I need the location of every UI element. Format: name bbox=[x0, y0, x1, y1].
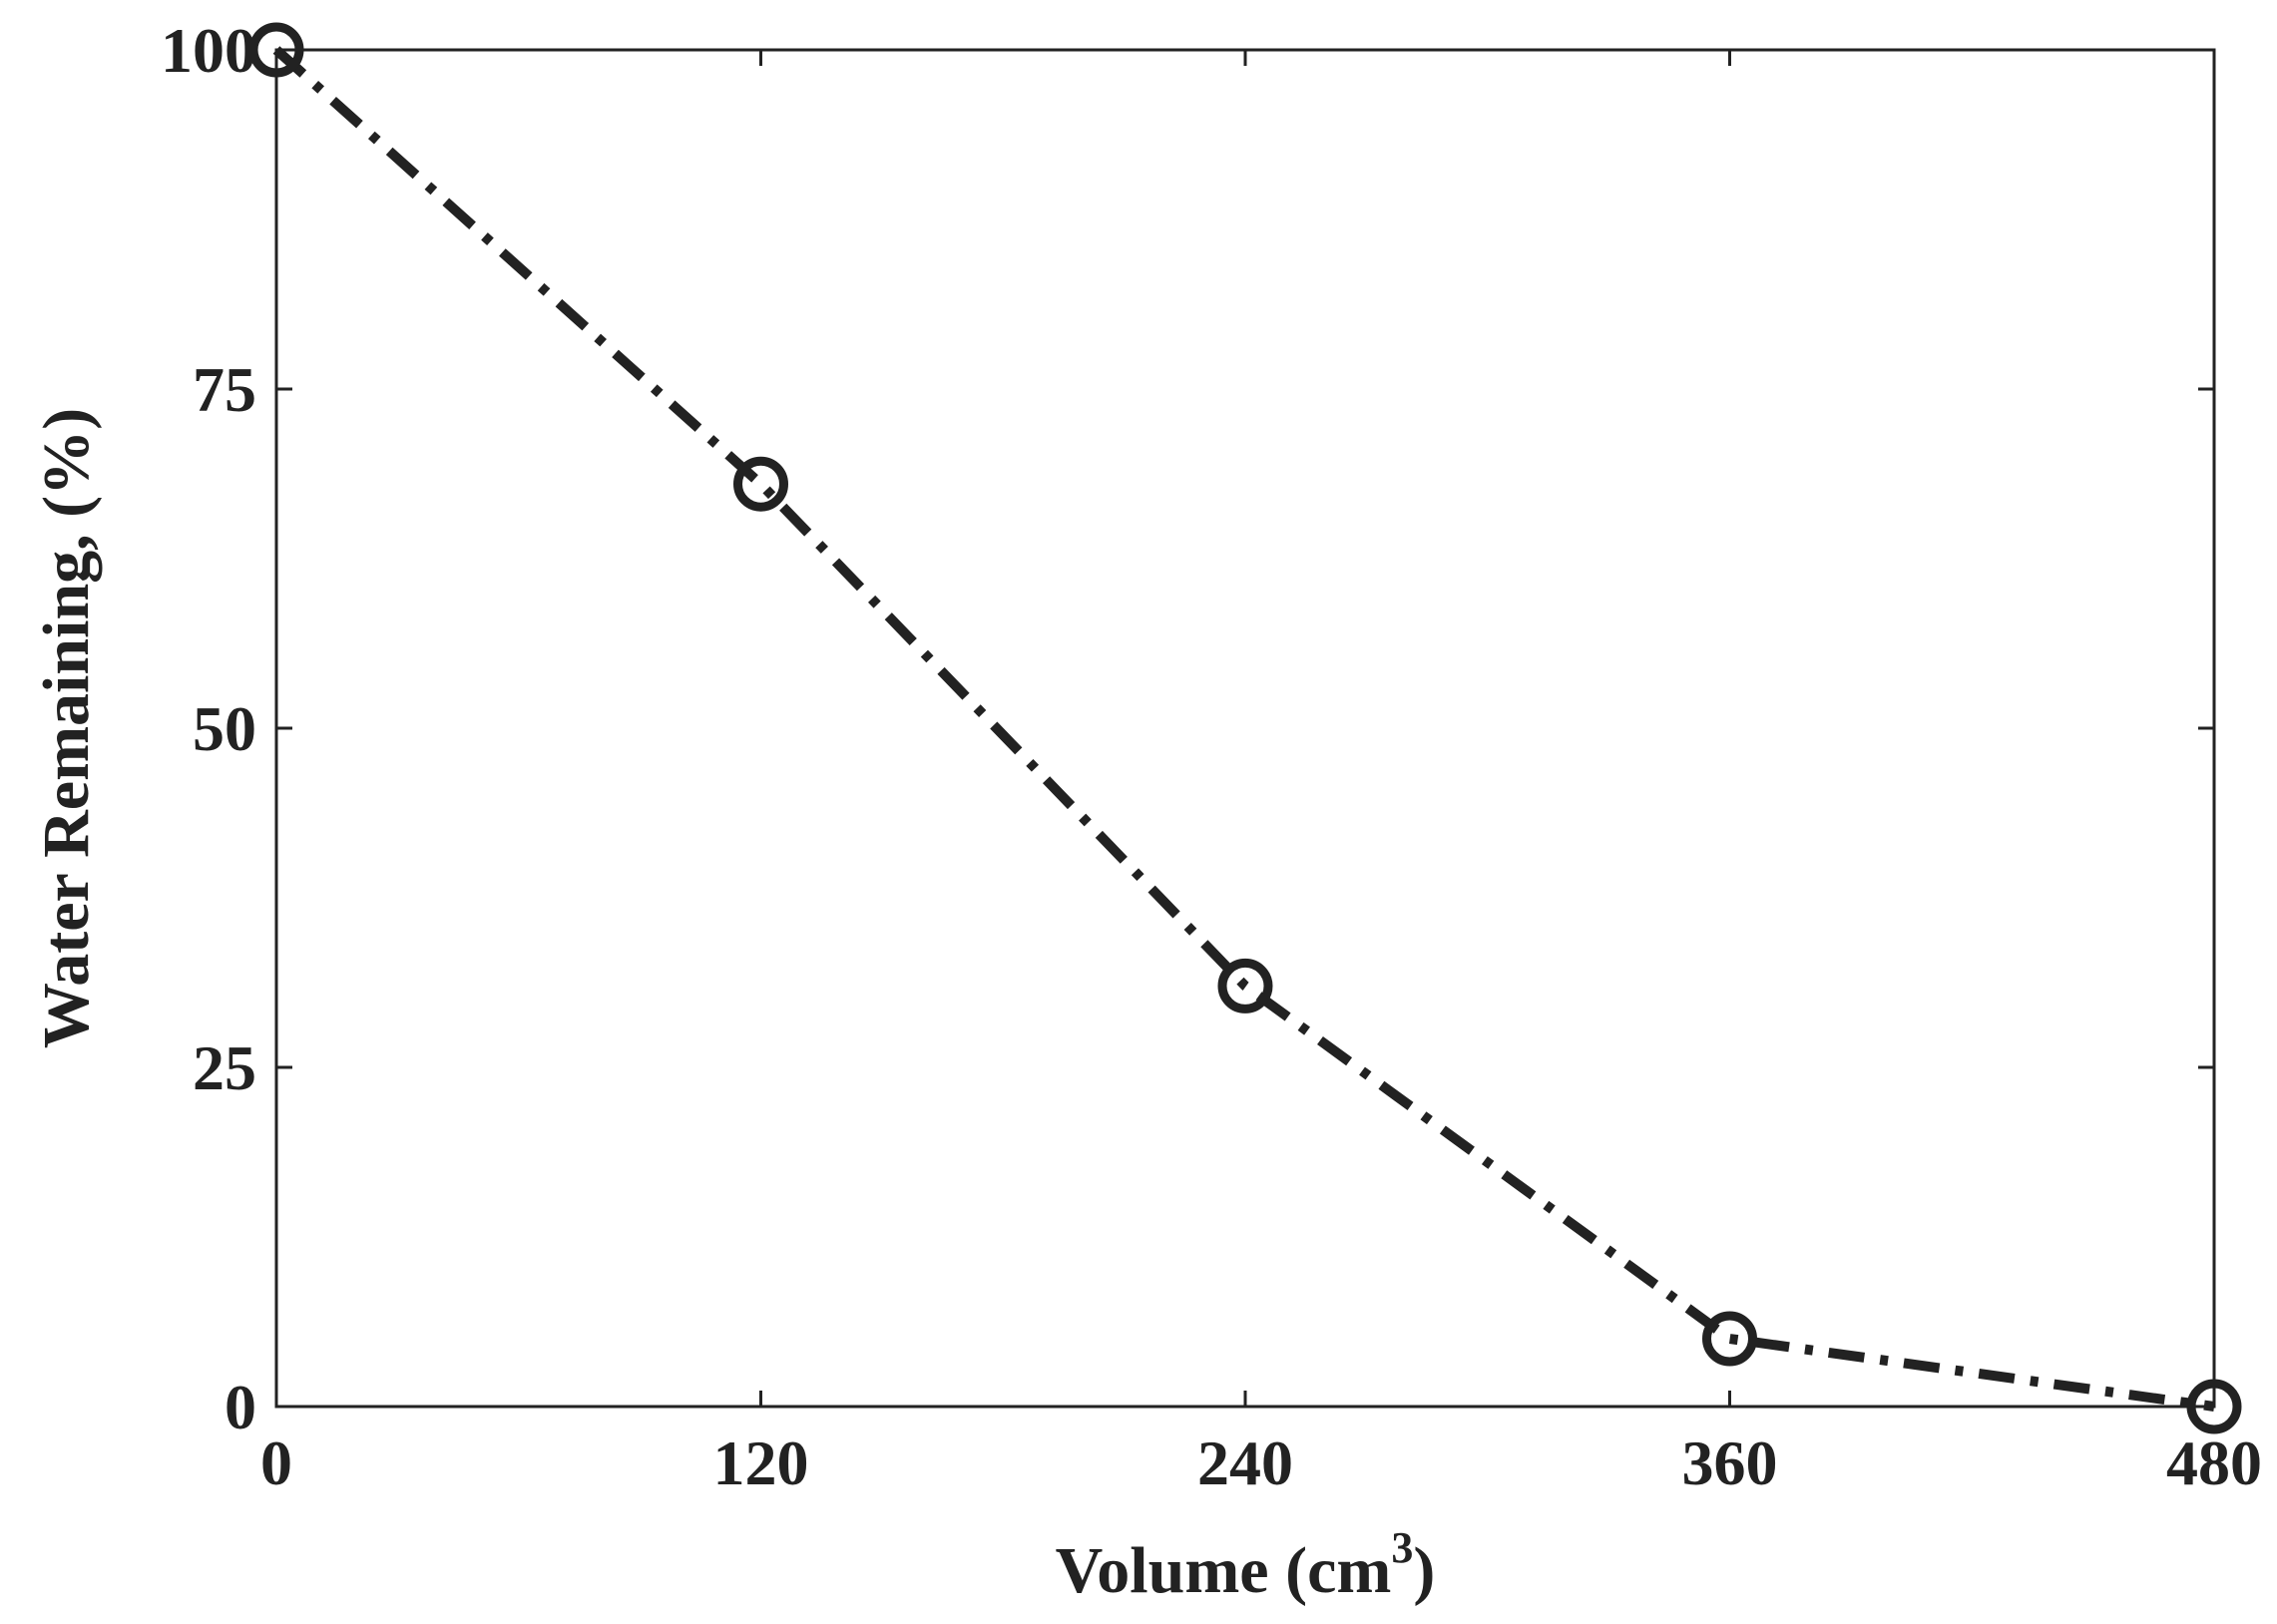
x-axis-label-suffix: ) bbox=[1413, 1534, 1435, 1607]
y-tick-label: 75 bbox=[193, 354, 256, 425]
series-line bbox=[272, 46, 2215, 1412]
x-axis-ticks: 0 120 240 360 480 bbox=[260, 50, 2262, 1498]
data-point-marker bbox=[248, 22, 304, 78]
data-point-marker bbox=[733, 456, 788, 512]
x-tick-label: 480 bbox=[2166, 1427, 2262, 1498]
data-point-marker bbox=[1702, 1311, 1757, 1367]
x-tick-label: 240 bbox=[1197, 1427, 1293, 1498]
series-layer bbox=[248, 22, 2242, 1434]
data-point-marker bbox=[1217, 958, 1273, 1014]
x-axis-label-text: Volume (cm bbox=[1056, 1534, 1392, 1607]
y-tick-label: 0 bbox=[225, 1372, 256, 1442]
y-tick-label: 50 bbox=[193, 693, 256, 764]
plot-area bbox=[274, 48, 2216, 1409]
y-tick-label: 25 bbox=[193, 1032, 256, 1103]
data-point-marker bbox=[2186, 1379, 2242, 1434]
x-tick-label: 120 bbox=[713, 1427, 809, 1498]
y-axis-label: Water Remaining, (%) bbox=[30, 408, 103, 1048]
y-axis-ticks: 0 25 50 75 100 bbox=[161, 15, 2214, 1442]
x-axis-label-superscript: 3 bbox=[1391, 1523, 1413, 1572]
x-tick-label: 0 bbox=[260, 1427, 292, 1498]
y-tick-label: 100 bbox=[161, 15, 256, 86]
x-axis-label: Volume (cm3) bbox=[1056, 1523, 1436, 1607]
x-tick-label: 360 bbox=[1682, 1427, 1778, 1498]
